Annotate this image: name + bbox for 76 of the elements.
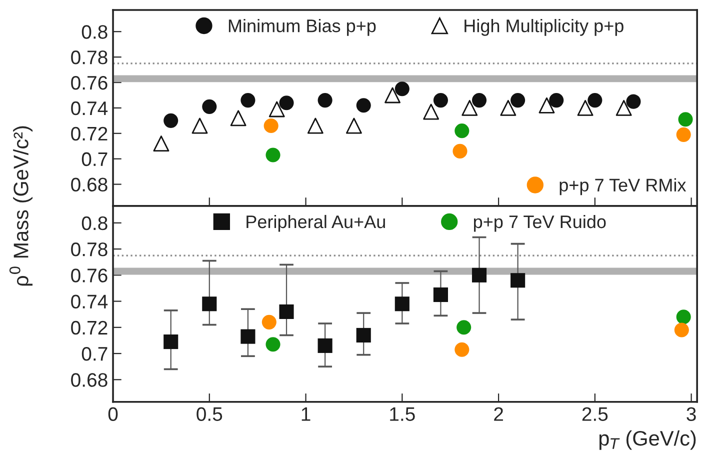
point [240, 329, 256, 344]
point [676, 127, 691, 142]
point [394, 82, 410, 96]
legend-label: p+p 7 TeV Ruido [474, 214, 606, 232]
point [500, 100, 516, 116]
point [279, 96, 294, 110]
y-tick-label: 0.8 [82, 25, 108, 39]
point [472, 268, 487, 282]
point [674, 322, 689, 338]
y-tick-label: 0.72 [71, 126, 108, 141]
point [472, 93, 487, 108]
y-tick-label: 0.68 [71, 178, 108, 192]
x-tick-label: 0 [108, 407, 118, 421]
point [462, 100, 478, 116]
point [266, 337, 280, 352]
x-tick-label: 1 [302, 407, 310, 421]
point [356, 98, 371, 113]
point [433, 93, 448, 108]
y-tick-label: 0.74 [71, 101, 108, 116]
point [164, 334, 178, 350]
y-tick-label: 0.74 [71, 294, 108, 309]
legend-label: Peripheral Au+Au [246, 214, 385, 232]
point [616, 100, 632, 116]
point [356, 328, 371, 343]
y-tick-label: 0.76 [71, 268, 108, 282]
point [433, 287, 448, 302]
point [153, 136, 170, 152]
x-tick-label: 0.5 [196, 407, 222, 421]
point [346, 118, 362, 134]
point [454, 124, 470, 138]
point [230, 110, 246, 126]
point [454, 342, 470, 357]
point [279, 304, 294, 320]
point [394, 296, 410, 312]
x-tick-label: 3 [686, 407, 696, 421]
point [588, 93, 602, 108]
x-tick-label: 2 [494, 407, 503, 421]
point [452, 144, 468, 158]
point [268, 101, 285, 118]
point [384, 87, 401, 104]
x-tick-label: 1.5 [390, 407, 415, 421]
y-tick-label: 0.76 [71, 76, 108, 90]
point [262, 314, 276, 330]
y-tick-label: 0.8 [82, 216, 108, 230]
y-axis-title: ρ$^{0}$ Mass (GeV/c²) [9, 126, 33, 286]
legend-label: High Multiplicity p+p [464, 19, 624, 36]
point [577, 100, 594, 116]
point [264, 118, 278, 134]
point [164, 113, 178, 128]
point [202, 99, 217, 114]
legend-label: Minimum Bias p+p [228, 19, 376, 36]
point [202, 296, 217, 312]
point [538, 97, 555, 114]
point [510, 93, 526, 108]
x-tick-label: 2.5 [582, 407, 608, 421]
point [678, 112, 693, 127]
legend-label: p+p 7 TeV RMix [560, 178, 686, 196]
y-tick-label: 0.78 [71, 242, 108, 256]
y-tick-label: 0.7 [82, 346, 108, 361]
y-tick-label: 0.7 [82, 152, 108, 166]
point [318, 93, 332, 108]
point [307, 118, 324, 134]
point [192, 118, 208, 134]
y-tick-label: 0.68 [71, 373, 108, 387]
point [549, 93, 564, 108]
point [510, 273, 526, 288]
y-tick-label: 0.78 [71, 50, 108, 64]
point [318, 338, 332, 353]
point [626, 94, 641, 109]
x-axis-title: p$_{T}$ (GeV/c) [599, 430, 696, 450]
point [456, 320, 472, 335]
y-tick-label: 0.72 [71, 320, 108, 335]
point [240, 93, 256, 108]
point [423, 104, 440, 120]
point [676, 310, 691, 324]
point [266, 148, 280, 162]
